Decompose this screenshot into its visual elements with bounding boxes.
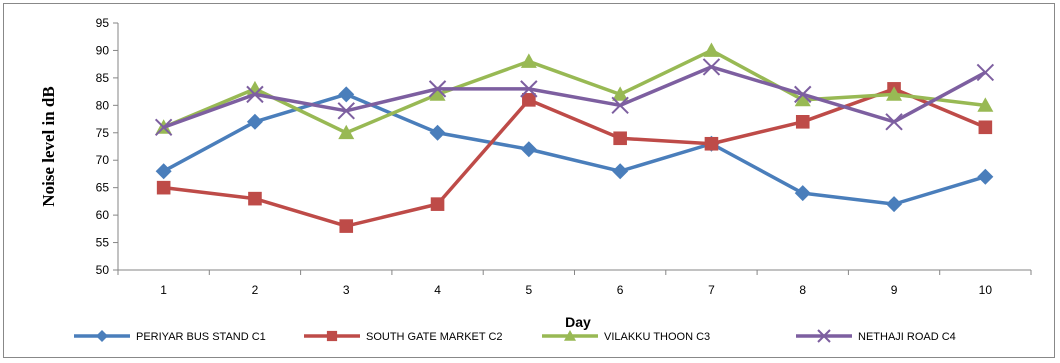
data-point: [337, 102, 355, 120]
data-point: [794, 91, 811, 107]
x-tick-label: 2: [252, 283, 259, 297]
legend-label: PERIYAR BUS STAND C1: [136, 331, 266, 343]
data-point: [96, 330, 108, 342]
y-tick-label: 85: [96, 71, 110, 85]
data-point: [248, 191, 262, 206]
data-point: [339, 219, 354, 233]
data-point: [977, 97, 994, 112]
x-tick-label: 4: [434, 283, 441, 297]
data-point: [338, 124, 355, 140]
data-point: [885, 113, 903, 131]
data-point: [430, 197, 445, 211]
legend-item: VILAKKU THOON C3: [542, 330, 710, 343]
y-tick-label: 50: [96, 263, 110, 277]
data-point: [613, 131, 627, 146]
y-tick-label: 75: [96, 126, 110, 140]
data-point: [429, 86, 446, 101]
series-line: [163, 65, 987, 129]
data-point: [428, 80, 447, 98]
y-tick-label: 60: [96, 208, 110, 222]
line-chart: 50 55 60 65 70 75 80 85 90 95 1 2 3 4 5 6 7 8 9 10 Noise l…: [39, 16, 1032, 343]
series-2: [156, 82, 993, 233]
data-point: [246, 85, 264, 104]
data-point: [794, 185, 811, 202]
x-tick-label: 3: [343, 283, 350, 297]
data-point: [702, 58, 721, 76]
data-point: [156, 180, 171, 195]
data-point: [338, 86, 355, 103]
data-point: [794, 85, 812, 104]
data-point: [703, 42, 720, 57]
legend-item: SOUTH GATE MARKET C2: [304, 330, 503, 343]
x-tick-label: 9: [891, 283, 898, 297]
chart-frame: 50 55 60 65 70 75 80 85 90 95 1 2 3 4 5 6 7 8 9 10 Noise l…: [3, 3, 1055, 358]
series-lines: [154, 42, 995, 233]
data-point: [978, 120, 993, 135]
legend-label: SOUTH GATE MARKET C2: [366, 331, 503, 343]
data-point: [520, 141, 537, 158]
legend-label: VILAKKU THOON C3: [604, 331, 710, 343]
data-point: [246, 113, 263, 130]
legend-label: NETHAJI ROAD C4: [858, 331, 956, 343]
y-tick-label: 90: [96, 43, 110, 57]
x-axis-ticks: 1 2 3 4 5 6 7 8 9 10: [117, 270, 1032, 297]
series-line: [162, 92, 986, 206]
data-point: [520, 53, 537, 68]
data-point: [612, 86, 629, 101]
y-axis-ticks: 50 55 60 65 70 75 80 85 90 95: [96, 16, 118, 277]
y-axis-title: Noise level in dB: [39, 86, 58, 206]
x-tick-label: 7: [708, 283, 715, 297]
data-point: [817, 329, 831, 343]
y-tick-label: 65: [96, 181, 110, 195]
y-tick-label: 95: [96, 16, 110, 30]
data-point: [977, 168, 994, 185]
series-line: [163, 87, 987, 228]
x-tick-label: 6: [617, 283, 624, 297]
legend: PERIYAR BUS STAND C1 SOUTH GATE MARKET C2…: [74, 329, 956, 343]
x-tick-label: 10: [979, 283, 993, 297]
data-point: [564, 330, 576, 341]
series-4: [154, 58, 995, 136]
x-tick-label: 5: [526, 283, 533, 297]
data-point: [886, 196, 903, 213]
axes: [117, 23, 1031, 271]
data-point: [976, 63, 995, 82]
data-point: [886, 86, 903, 101]
data-point: [522, 93, 536, 107]
x-axis-title: Day: [565, 314, 591, 330]
series-3: [155, 42, 994, 140]
data-point: [611, 96, 629, 115]
x-tick-label: 1: [160, 283, 167, 297]
data-point: [429, 124, 446, 141]
data-point: [520, 80, 538, 98]
series-1: [155, 86, 994, 213]
data-point: [795, 115, 810, 129]
x-tick-label: 8: [799, 283, 806, 297]
y-tick-label: 70: [96, 153, 110, 167]
y-tick-label: 80: [96, 98, 110, 112]
series-line: [162, 48, 986, 135]
y-tick-label: 55: [96, 236, 110, 250]
legend-item: NETHAJI ROAD C4: [796, 329, 956, 343]
legend-item: PERIYAR BUS STAND C1: [74, 330, 266, 343]
data-point: [155, 163, 172, 180]
data-point: [612, 163, 629, 180]
data-point: [326, 330, 338, 342]
data-point: [704, 136, 719, 151]
data-point: [154, 118, 173, 136]
